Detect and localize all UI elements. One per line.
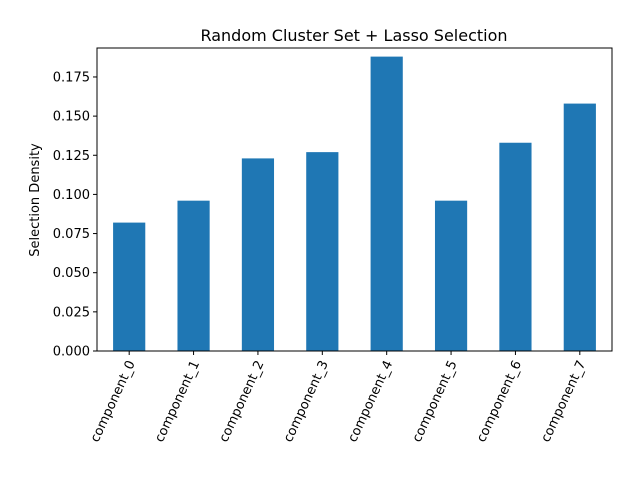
x-tick-label: component_2: [217, 358, 268, 444]
bar-component_6: [499, 142, 532, 351]
x-tick-label: component_4: [345, 358, 396, 444]
y-axis-label: Selection Density: [28, 143, 43, 257]
bar-component_2: [241, 158, 275, 351]
bar-component_4: [370, 56, 403, 352]
bar-component_7: [563, 103, 596, 351]
x-tick-label: component_3: [281, 358, 332, 444]
x-tick-label: component_1: [152, 358, 203, 444]
y-tick-label: 0.025: [53, 305, 90, 320]
x-tick-label: component_7: [539, 358, 590, 444]
bar-component_0: [113, 222, 146, 351]
bar-component_1: [177, 200, 210, 351]
plot-frame: [96, 47, 613, 352]
y-tick-label: 0.000: [53, 345, 90, 360]
y-tick-label: 0.075: [53, 227, 90, 242]
y-tick-label: 0.125: [53, 149, 90, 164]
y-tick-label: 0.175: [53, 70, 90, 85]
y-tick-label: 0.050: [53, 266, 90, 281]
bar-component_3: [306, 152, 339, 351]
x-tick-label: component_0: [88, 358, 139, 444]
y-tick-label: 0.100: [53, 188, 90, 203]
x-tick-label: component_5: [410, 358, 461, 444]
y-ticks-group: 0.000 0.025 0.050 0.075 0.100 0.125 0.150 0.175: [53, 70, 97, 360]
chart-title: Random Cluster Set + Lasso Selection: [200, 26, 507, 45]
x-ticks-group: component_0 component_1 component_2 compone…: [88, 351, 590, 445]
bar-component_5: [434, 200, 468, 351]
bars-group: [113, 56, 596, 352]
x-tick-label: component_6: [474, 358, 525, 444]
y-tick-label: 0.150: [53, 110, 90, 125]
